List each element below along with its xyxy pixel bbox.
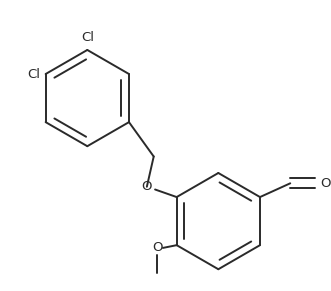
Text: O: O [142,180,152,193]
Text: O: O [320,177,331,190]
Text: Cl: Cl [81,31,94,45]
Text: Cl: Cl [27,68,40,81]
Text: O: O [152,242,163,254]
